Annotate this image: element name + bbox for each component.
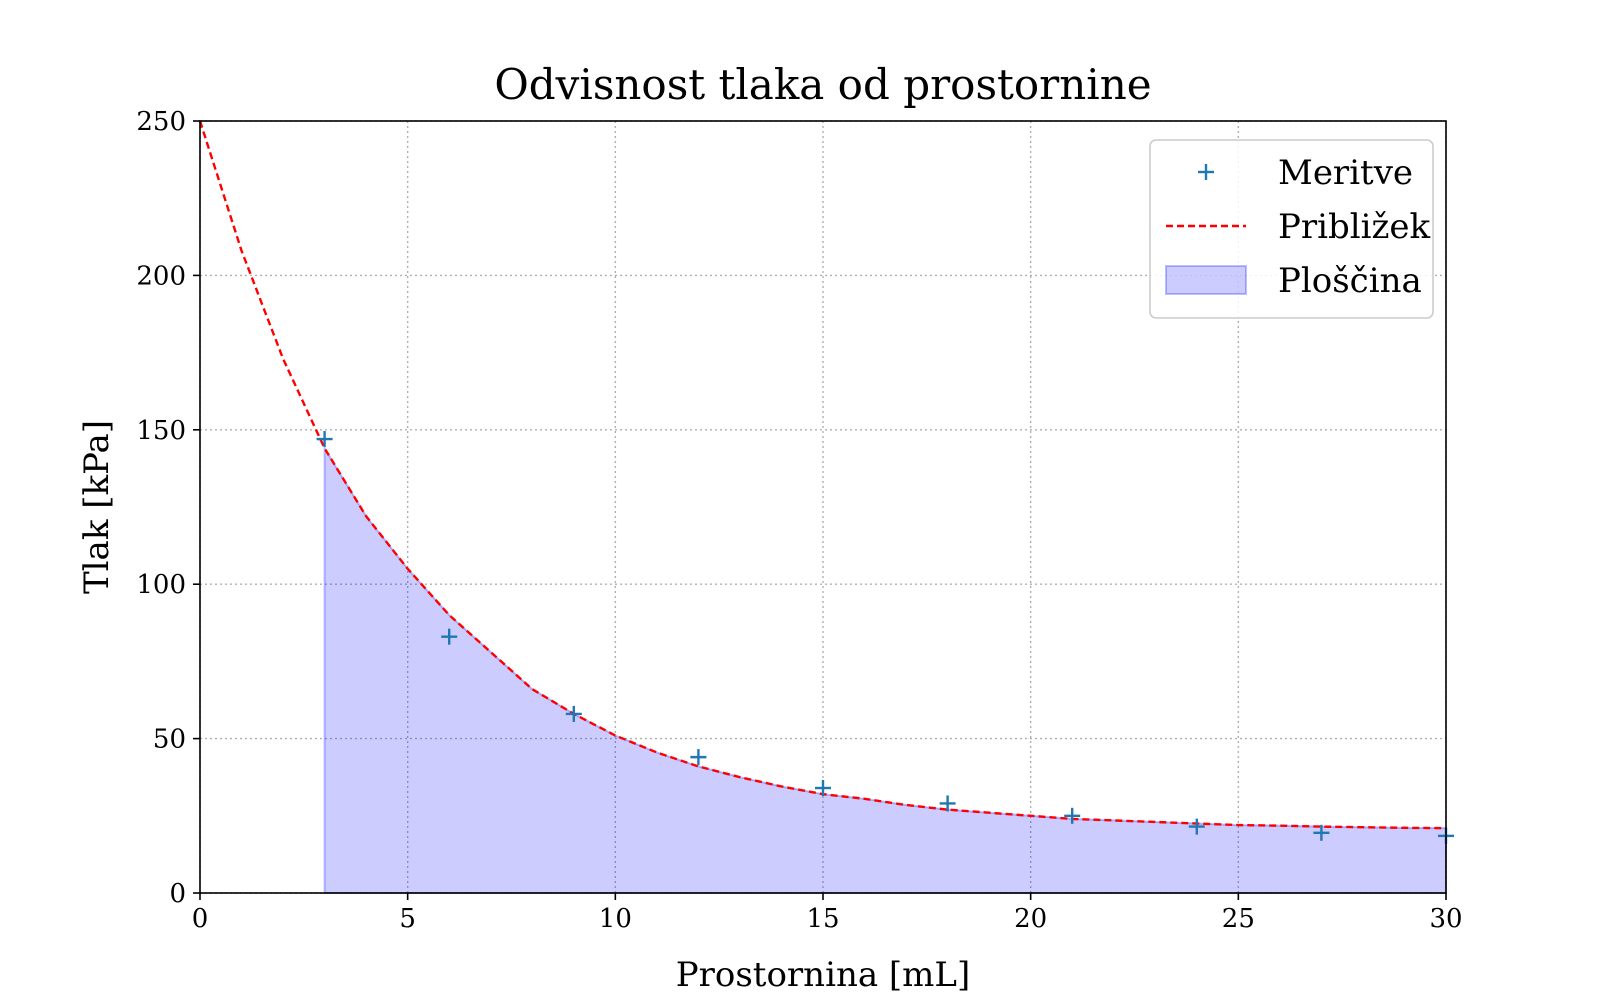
y-tick-label: 200 bbox=[136, 261, 186, 291]
legend-marker-area bbox=[1165, 265, 1247, 295]
data-point bbox=[441, 628, 458, 645]
x-axis-label-text: Prostornina [mL] bbox=[676, 955, 971, 995]
data-point bbox=[690, 749, 707, 766]
x-axis-ticks: 0 5 10 15 20 25 30 bbox=[192, 893, 1463, 934]
y-tick-label: 150 bbox=[136, 416, 186, 446]
x-tick-label: 0 bbox=[192, 904, 209, 934]
x-tick-label: 30 bbox=[1429, 904, 1462, 934]
y-tick-label: 50 bbox=[153, 725, 186, 755]
data-point bbox=[1188, 818, 1205, 835]
y-tick-label: 0 bbox=[169, 879, 186, 909]
x-axis-label: Prostornina [mL] bbox=[676, 955, 971, 995]
data-point bbox=[316, 431, 333, 448]
chart-title: Odvisnost tlaka od prostornine bbox=[494, 60, 1151, 109]
data-point bbox=[565, 705, 582, 722]
legend-box bbox=[1149, 139, 1434, 319]
legend-label: Meritve bbox=[1278, 153, 1413, 193]
legend-item: Ploščina bbox=[1165, 261, 1422, 301]
x-tick-label: 5 bbox=[399, 904, 416, 934]
x-tick-label: 25 bbox=[1222, 904, 1255, 934]
x-tick-label: 20 bbox=[1014, 904, 1047, 934]
x-tick-label: 10 bbox=[599, 904, 632, 934]
data-point bbox=[1313, 824, 1330, 841]
legend: Meritve Približek Ploščina bbox=[1149, 139, 1434, 319]
data-point bbox=[939, 795, 956, 812]
y-axis-label-text: Tlak [kPa] bbox=[77, 420, 117, 594]
y-tick-label: 100 bbox=[136, 570, 186, 600]
y-axis-label: Tlak [kPa] bbox=[77, 420, 117, 594]
data-point bbox=[815, 780, 831, 797]
y-tick-label: 250 bbox=[136, 107, 186, 137]
x-tick-label: 15 bbox=[806, 904, 839, 934]
legend-label: Ploščina bbox=[1278, 261, 1422, 301]
data-point bbox=[1064, 807, 1081, 824]
legend-label: Približek bbox=[1278, 207, 1431, 247]
y-axis-ticks: 0 50 100 150 200 250 bbox=[136, 107, 200, 909]
area-layer bbox=[323, 444, 1447, 894]
legend-item: Približek bbox=[1166, 207, 1431, 247]
area-fill bbox=[323, 444, 1447, 894]
legend-item: Meritve bbox=[1198, 153, 1413, 193]
